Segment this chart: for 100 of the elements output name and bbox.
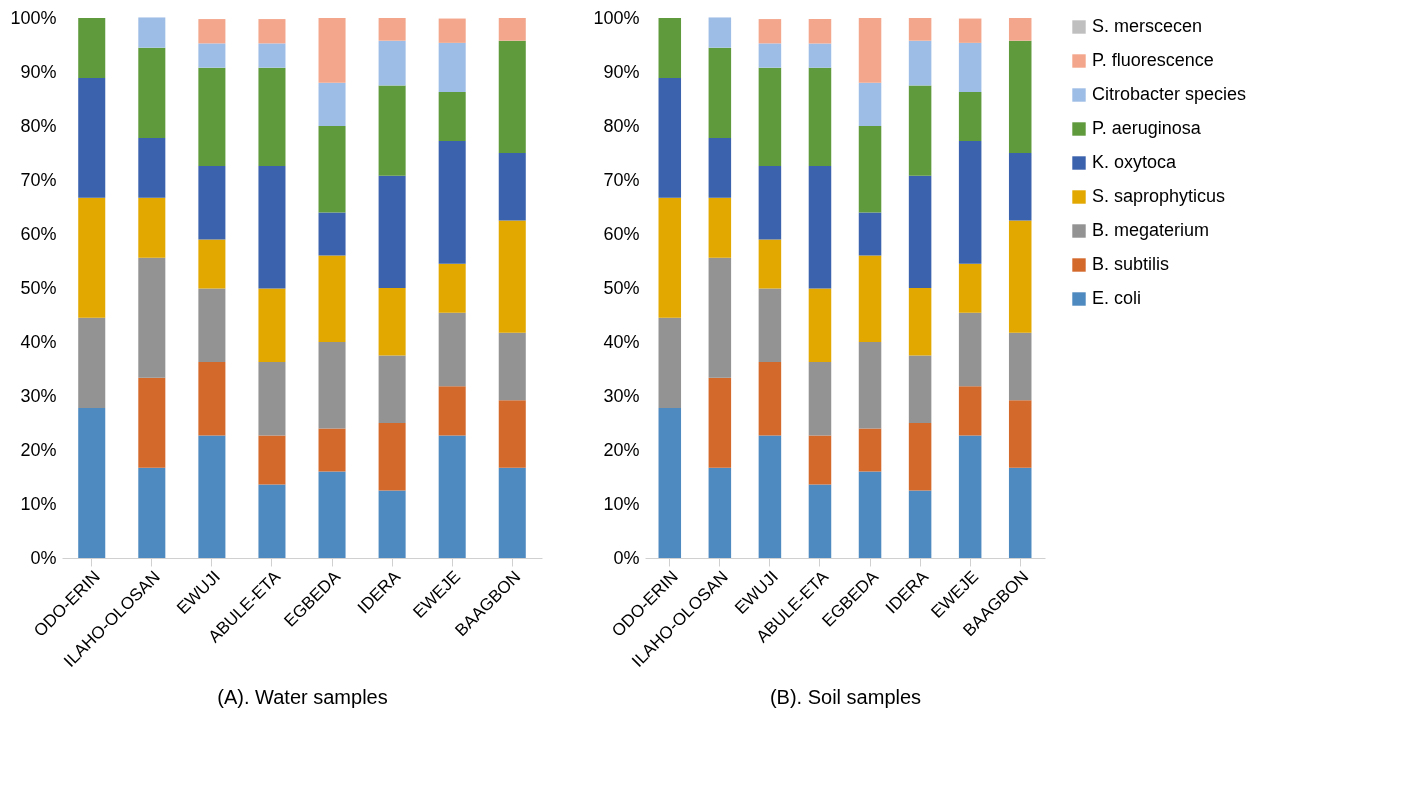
y-tick-label: 40% <box>603 331 640 352</box>
bar <box>908 40 932 86</box>
bar <box>858 18 882 83</box>
bar <box>858 82 882 126</box>
bar <box>758 165 782 240</box>
bar <box>708 47 732 138</box>
bar <box>908 490 932 558</box>
bar <box>808 435 832 485</box>
bar <box>378 175 406 288</box>
bar <box>498 18 526 41</box>
bar <box>958 435 982 558</box>
bar <box>78 18 106 78</box>
bar <box>258 435 286 485</box>
bar <box>958 91 982 142</box>
legend-label: K. oxytoca <box>1092 152 1178 172</box>
bar <box>658 197 682 318</box>
legend-label: S. saprophyticus <box>1092 186 1226 206</box>
bar <box>808 288 832 362</box>
bar <box>758 435 782 558</box>
bar <box>758 288 782 362</box>
bar <box>858 342 882 429</box>
y-tick-label: 20% <box>603 439 640 460</box>
bar <box>708 257 732 378</box>
y-tick-label: 90% <box>603 61 640 82</box>
bar <box>758 67 782 166</box>
bar <box>438 18 466 43</box>
bar <box>378 18 406 41</box>
bar <box>808 43 832 68</box>
y-tick-label: 10% <box>603 493 640 514</box>
y-tick-label: 100% <box>593 7 640 28</box>
bar <box>808 165 832 289</box>
bar <box>708 467 732 558</box>
bar <box>138 467 166 558</box>
y-tick-label: 40% <box>20 331 57 352</box>
bar <box>438 435 466 558</box>
bar <box>258 288 286 362</box>
bar <box>1008 153 1032 221</box>
bar <box>438 263 466 313</box>
bar <box>858 428 882 472</box>
bar <box>198 19 226 44</box>
bar <box>658 18 682 78</box>
bar <box>378 355 406 423</box>
bar <box>198 43 226 68</box>
bar <box>318 471 346 558</box>
bar <box>498 40 526 153</box>
bar <box>138 257 166 378</box>
bar <box>858 126 882 213</box>
legend-label: E. coli <box>1092 288 1142 308</box>
bar <box>78 197 106 318</box>
y-tick-label: 80% <box>603 115 640 136</box>
y-tick-label: 90% <box>20 61 57 82</box>
bar <box>258 67 286 166</box>
bar <box>438 141 466 264</box>
bar <box>808 67 832 166</box>
y-tick-label: 20% <box>20 439 57 460</box>
bar <box>1008 332 1032 401</box>
bar <box>318 255 346 342</box>
bar <box>758 239 782 289</box>
y-tick-label: 50% <box>603 277 640 298</box>
bar <box>658 407 682 558</box>
x-axis-title: (B). Soil samples <box>769 685 922 708</box>
bar <box>958 18 982 43</box>
bar <box>198 165 226 240</box>
bar <box>78 407 106 558</box>
bar <box>438 312 466 387</box>
bar <box>378 40 406 86</box>
bar <box>138 137 166 198</box>
bar <box>378 423 406 491</box>
bar <box>498 332 526 401</box>
bar <box>708 197 732 258</box>
bar <box>258 43 286 68</box>
bar <box>498 220 526 333</box>
bar <box>658 77 682 198</box>
bar <box>198 67 226 166</box>
bar <box>958 141 982 264</box>
bar <box>318 342 346 429</box>
bar <box>908 423 932 491</box>
bar <box>438 42 466 92</box>
bar <box>258 165 286 289</box>
bar <box>858 212 882 256</box>
bar <box>908 175 932 288</box>
bar <box>908 288 932 356</box>
bar <box>958 42 982 92</box>
bar <box>1008 400 1032 468</box>
bar <box>708 377 732 468</box>
bar <box>318 82 346 126</box>
bar <box>318 212 346 256</box>
bar <box>1008 220 1032 333</box>
bar <box>498 467 526 558</box>
y-tick-label: 30% <box>20 385 57 406</box>
y-tick-label: 10% <box>20 493 57 514</box>
bar <box>958 386 982 436</box>
bar <box>138 377 166 468</box>
legend-label: B. megaterium <box>1092 220 1210 240</box>
bar <box>658 317 682 408</box>
y-tick-label: 50% <box>20 277 57 298</box>
bar <box>138 47 166 138</box>
y-tick-label: 80% <box>20 115 57 136</box>
y-tick-label: 30% <box>603 385 640 406</box>
bar <box>1008 467 1032 558</box>
